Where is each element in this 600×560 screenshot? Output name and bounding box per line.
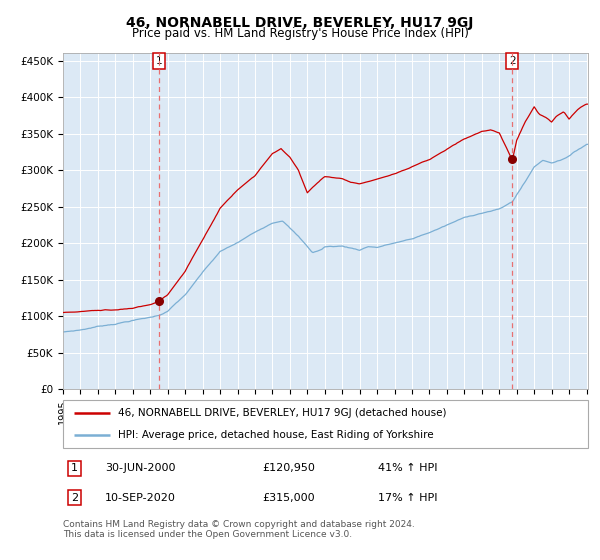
Text: 46, NORNABELL DRIVE, BEVERLEY, HU17 9GJ: 46, NORNABELL DRIVE, BEVERLEY, HU17 9GJ [127,16,473,30]
Text: Price paid vs. HM Land Registry's House Price Index (HPI): Price paid vs. HM Land Registry's House … [131,27,469,40]
Text: 30-JUN-2000: 30-JUN-2000 [105,463,176,473]
Text: 1: 1 [155,56,162,66]
Text: 2: 2 [509,56,515,66]
FancyBboxPatch shape [63,400,588,448]
Text: 1: 1 [71,463,78,473]
Text: 17% ↑ HPI: 17% ↑ HPI [378,493,437,503]
Text: £120,950: £120,950 [263,463,316,473]
Text: Contains HM Land Registry data © Crown copyright and database right 2024.
This d: Contains HM Land Registry data © Crown c… [63,520,415,539]
Text: 41% ↑ HPI: 41% ↑ HPI [378,463,437,473]
Text: HPI: Average price, detached house, East Riding of Yorkshire: HPI: Average price, detached house, East… [118,430,434,440]
Text: 2: 2 [71,493,78,503]
Text: £315,000: £315,000 [263,493,315,503]
Text: 10-SEP-2020: 10-SEP-2020 [105,493,176,503]
Text: 46, NORNABELL DRIVE, BEVERLEY, HU17 9GJ (detached house): 46, NORNABELL DRIVE, BEVERLEY, HU17 9GJ … [118,408,446,418]
